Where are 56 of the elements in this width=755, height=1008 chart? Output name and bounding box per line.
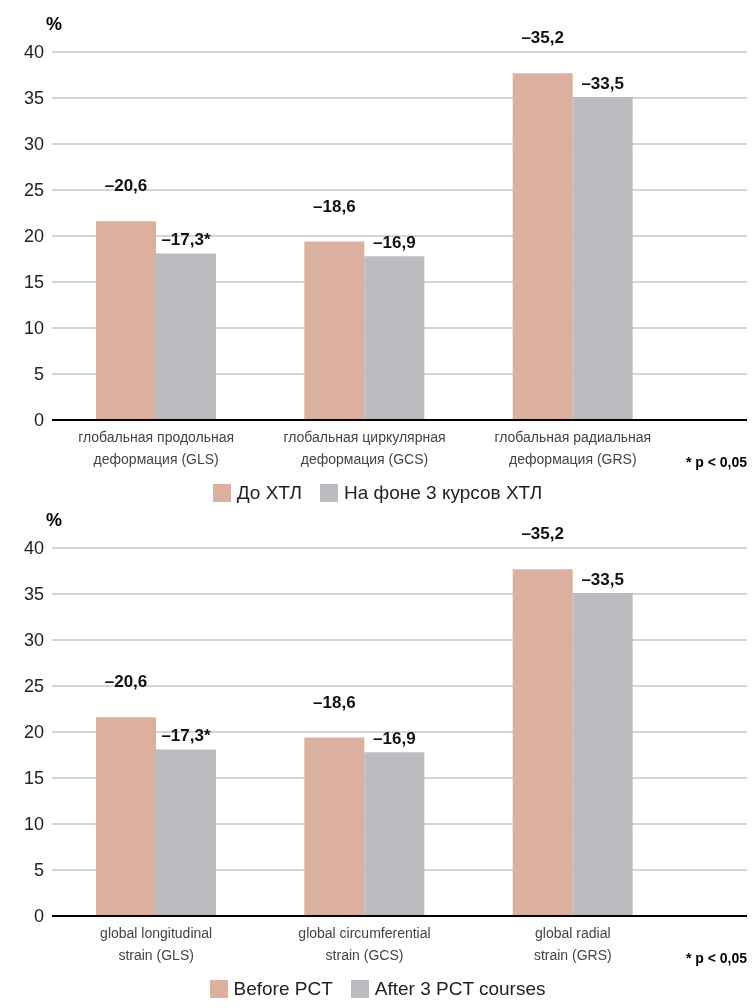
y-tick-label: 5 bbox=[33, 860, 44, 881]
x-tick-label: global circumferential strain (GCS) bbox=[298, 925, 431, 963]
y-tick-label: 15 bbox=[23, 768, 44, 789]
annotation: –17,3* bbox=[161, 726, 211, 746]
y-tick-label: 25 bbox=[23, 676, 44, 697]
y-tick-label: 40 bbox=[23, 42, 44, 63]
annotation: –18,6 bbox=[313, 196, 356, 216]
bar bbox=[572, 97, 633, 420]
legend-label: Before PCT bbox=[233, 978, 333, 1000]
x-tick-label: глобальная продольная деформация (GLS) bbox=[78, 429, 235, 467]
annotation: –20,6 bbox=[104, 176, 148, 196]
y-tick-label: 35 bbox=[23, 584, 44, 605]
y-tick-label: 0 bbox=[33, 906, 44, 927]
y-tick-label: 20 bbox=[23, 226, 44, 247]
bar bbox=[96, 221, 156, 420]
y-tick-label: 35 bbox=[23, 88, 44, 109]
annotation: –35,2 bbox=[521, 28, 564, 48]
legend-label: After 3 PCT courses bbox=[374, 978, 546, 1000]
bar bbox=[156, 253, 216, 420]
annotation: –33,5 bbox=[581, 570, 624, 590]
annotation: –17,3* bbox=[161, 230, 211, 250]
y-axis-title: % bbox=[46, 14, 63, 35]
y-tick-label: 25 bbox=[23, 180, 44, 201]
y-tick-label: 30 bbox=[23, 630, 44, 651]
y-axis-title: % bbox=[46, 510, 63, 531]
bar bbox=[572, 593, 633, 916]
annotation: –35,2 bbox=[521, 524, 564, 544]
bar bbox=[304, 241, 365, 420]
y-tick-label: 20 bbox=[23, 722, 44, 743]
legend-label: До ХТЛ bbox=[236, 482, 302, 504]
text: * p < 0,05 bbox=[685, 950, 747, 966]
y-tick-label: 30 bbox=[23, 134, 44, 155]
bar bbox=[364, 256, 425, 420]
x-tick-label: global radial strain (GRS) bbox=[533, 925, 612, 963]
y-tick-label: 0 bbox=[33, 410, 44, 431]
y-tick-label: 40 bbox=[23, 538, 44, 559]
y-tick-label: 15 bbox=[23, 272, 44, 293]
bar bbox=[512, 569, 573, 916]
bar bbox=[156, 749, 216, 916]
y-tick-label: 5 bbox=[33, 364, 44, 385]
bar bbox=[304, 737, 365, 916]
x-tick-label: глобальная радиальная деформация (GRS) bbox=[494, 429, 652, 467]
annotation: –16,9 bbox=[373, 233, 416, 253]
annotation: –16,9 bbox=[373, 729, 416, 749]
x-tick-label: global longitudinal strain (GLS) bbox=[100, 925, 213, 963]
annotation: –18,6 bbox=[313, 692, 356, 712]
bar bbox=[96, 717, 156, 916]
text: * p < 0,05 bbox=[685, 454, 747, 470]
x-tick-label: глобальная циркулярная деформация (GCS) bbox=[283, 429, 446, 467]
bar bbox=[364, 752, 425, 916]
bar bbox=[512, 73, 573, 420]
legend-label: На фоне 3 курсов ХТЛ bbox=[343, 482, 543, 504]
annotation: –33,5 bbox=[581, 74, 624, 94]
annotation: –20,6 bbox=[104, 672, 148, 692]
y-tick-label: 10 bbox=[23, 814, 44, 835]
y-tick-label: 10 bbox=[23, 318, 44, 339]
